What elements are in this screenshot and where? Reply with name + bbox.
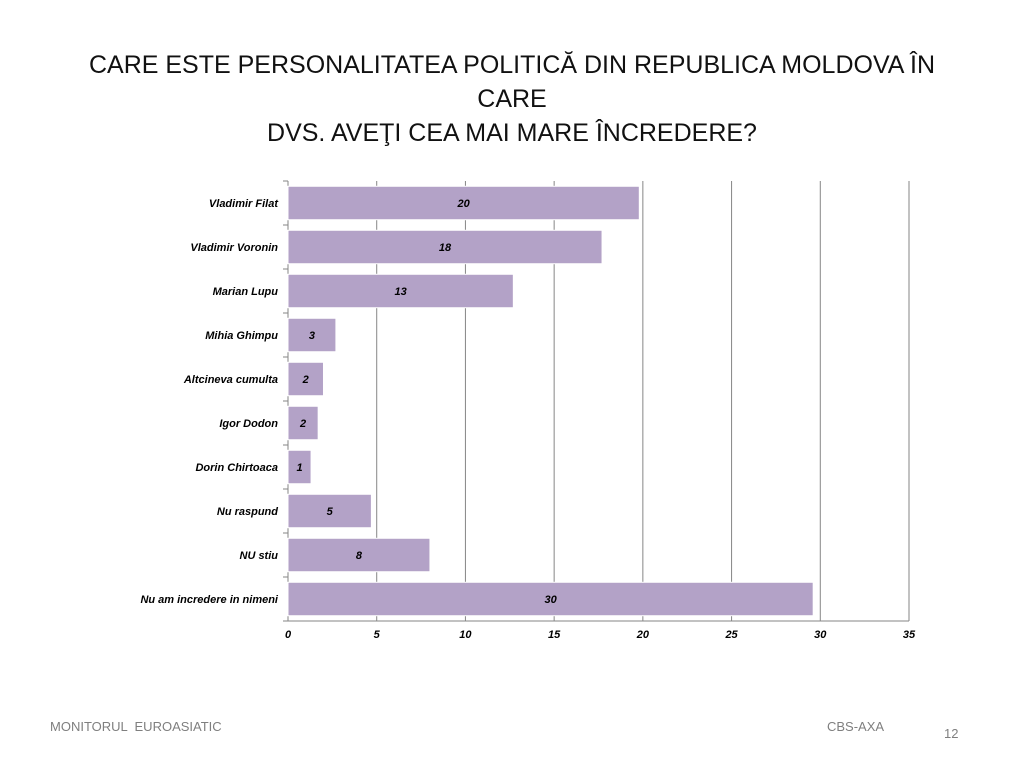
category-label: Vladimir Filat [209, 198, 279, 210]
x-tick-label: 15 [548, 629, 561, 641]
bar [287, 185, 640, 221]
x-tick-label: 0 [285, 629, 292, 641]
page-number: 12 [944, 726, 959, 741]
slide-title-line-1: CARE ESTE PERSONALITATEA POLITICĂ DIN RE… [88, 51, 936, 113]
bar-data-label: 13 [395, 286, 407, 298]
bar-data-label: 2 [302, 374, 309, 386]
bar-data-label: 18 [439, 242, 452, 254]
slide-title: CARE ESTE PERSONALITATEA POLITICĂ DIN RE… [60, 48, 964, 150]
x-tick-label: 20 [636, 629, 650, 641]
x-tick-label: 10 [459, 629, 472, 641]
footer-left-text: MONITORUL EUROASIATIC [50, 719, 222, 734]
bar [287, 493, 372, 529]
bar [287, 229, 603, 265]
category-label: Marian Lupu [213, 286, 279, 298]
x-tick-label: 25 [724, 629, 738, 641]
category-label: Vladimir Voronin [190, 242, 278, 254]
x-tick-label: 35 [903, 629, 916, 641]
bar-data-label: 3 [309, 330, 315, 342]
category-label: Igor Dodon [219, 418, 278, 430]
category-label: Nu raspund [217, 506, 278, 518]
category-label: Altcineva cumulta [183, 374, 278, 386]
footer-right-text: CBS-AXA [827, 719, 885, 734]
bar [287, 449, 312, 485]
bar [287, 273, 514, 309]
bar [287, 581, 814, 617]
bar-data-label: 1 [296, 462, 302, 474]
bar [287, 317, 337, 353]
bar [287, 405, 319, 441]
bar-data-label: 20 [457, 198, 471, 210]
x-tick-label: 5 [374, 629, 381, 641]
category-label: Nu am incredere in nimeni [140, 594, 278, 606]
bar-data-label: 8 [356, 550, 363, 562]
bar-data-label: 5 [327, 506, 334, 518]
category-label: NU stiu [240, 550, 279, 562]
bar [287, 361, 324, 397]
x-tick-label: 30 [814, 629, 827, 641]
category-label: Mihia Ghimpu [205, 330, 278, 342]
bar [287, 537, 431, 573]
bar-data-label: 30 [544, 594, 557, 606]
slide-title-line-2: DVS. AVEŢI CEA MAI MARE ÎNCREDERE? [267, 119, 757, 147]
category-label: Dorin Chirtoaca [195, 462, 278, 474]
bar-data-label: 2 [299, 418, 306, 430]
